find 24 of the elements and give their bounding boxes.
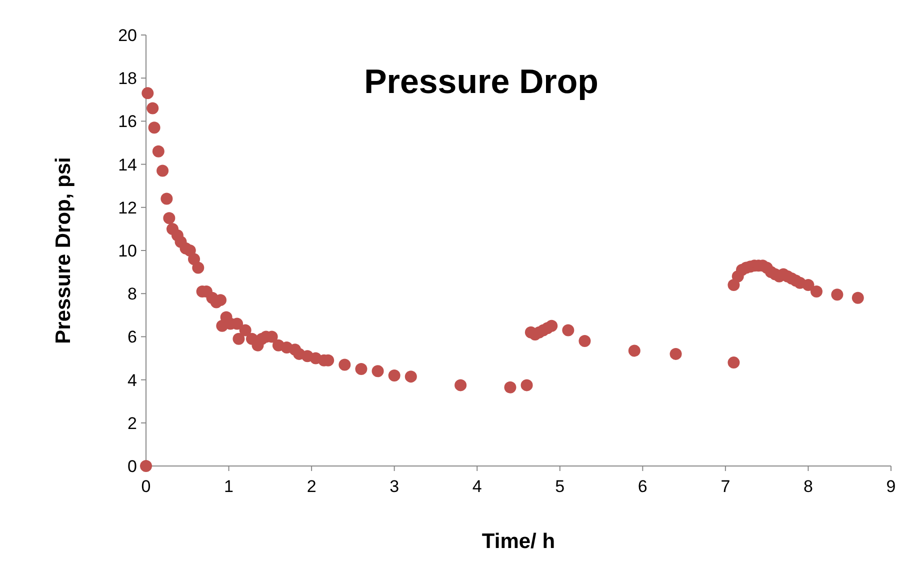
x-tick-label: 3 (390, 477, 400, 496)
x-tick-label: 9 (886, 477, 896, 496)
y-tick-label: 6 (128, 328, 137, 347)
x-axis-title: Time/ h (482, 530, 556, 553)
y-axis-title: Pressure Drop, psi (52, 157, 75, 344)
x-tick-label: 7 (720, 477, 730, 496)
y-tick-label: 2 (128, 414, 137, 433)
y-tick-label: 20 (118, 26, 137, 45)
y-tick-label: 10 (118, 241, 137, 260)
x-tick-label: 2 (306, 477, 316, 496)
y-tick-label: 8 (128, 284, 137, 304)
y-tick-label: 0 (128, 456, 137, 476)
x-tick-label: 5 (555, 477, 565, 496)
x-tick-label: 1 (224, 477, 234, 496)
x-tick-label: 8 (803, 477, 813, 496)
x-tick-label: 6 (638, 477, 648, 496)
y-tick-label: 18 (118, 69, 137, 88)
y-tick-label: 12 (118, 198, 137, 218)
y-tick-label: 4 (128, 370, 137, 390)
y-tick-label: 14 (118, 155, 137, 174)
x-tick-label: 0 (141, 477, 151, 496)
x-tick-label: 4 (472, 477, 482, 496)
text: Pressure Drop (364, 63, 598, 101)
y-tick-label: 16 (118, 112, 137, 132)
